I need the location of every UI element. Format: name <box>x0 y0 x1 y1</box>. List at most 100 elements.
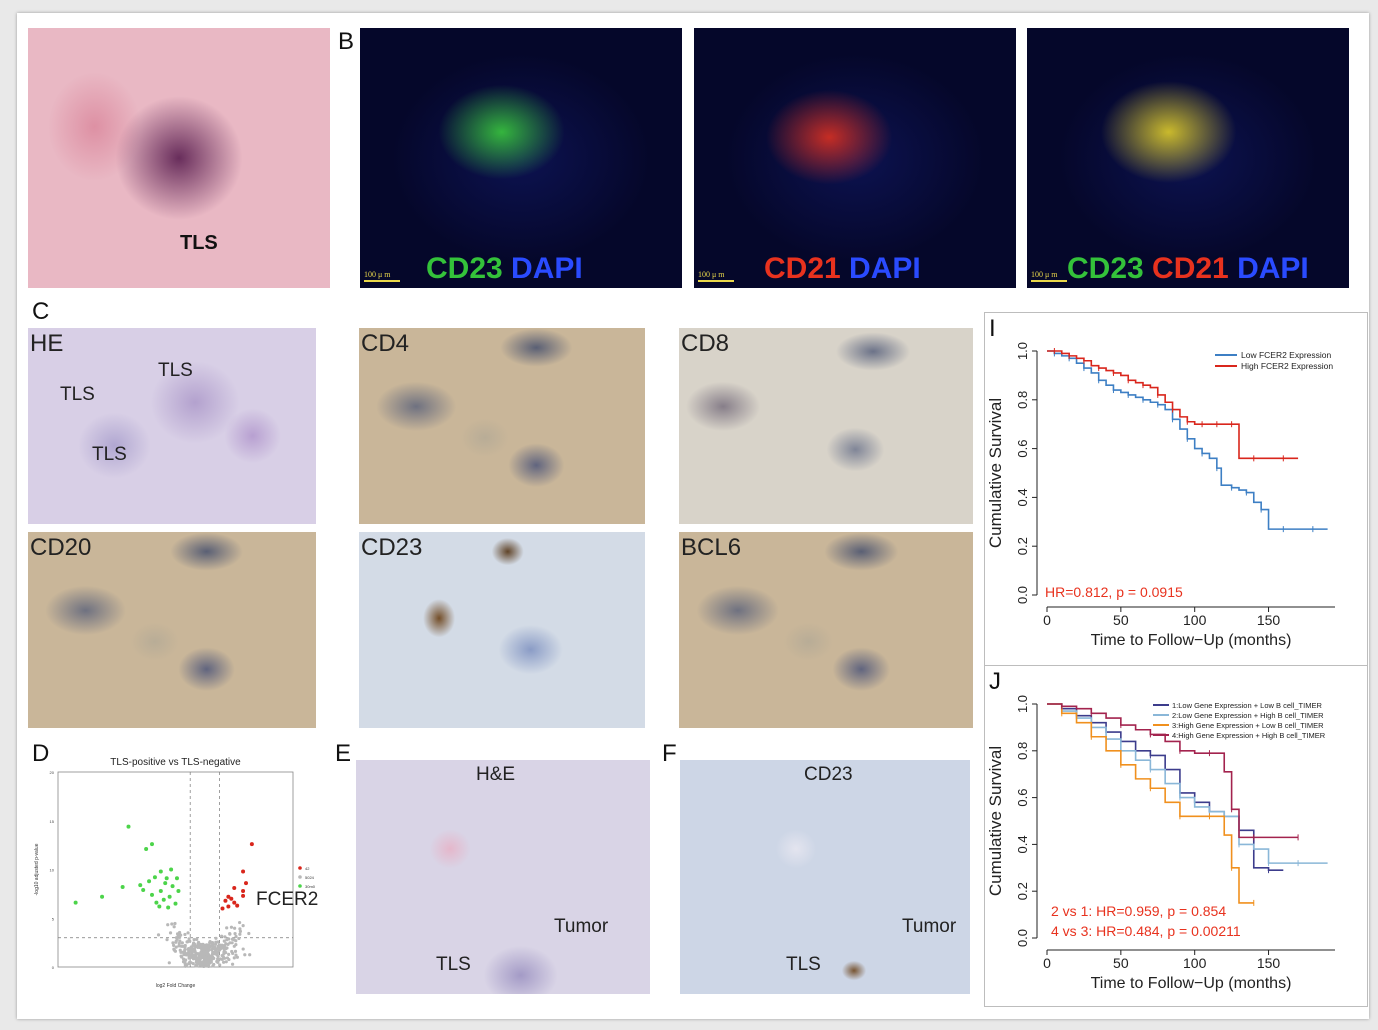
volcano-point-up <box>232 886 237 891</box>
panel-label-d: D <box>32 740 50 767</box>
panel-b-scale-bar-2: 100 μ m <box>698 270 734 282</box>
volcano-legend-label: 30m0 <box>305 884 316 889</box>
volcano-point-up <box>223 898 228 903</box>
volcano-point-ns <box>221 944 225 948</box>
caption-cd21: CD21 <box>1152 252 1238 285</box>
panel-label-i: I <box>989 315 996 342</box>
volcano-point-ns <box>231 951 235 955</box>
panel-i-frame: I 0 50 100 150 0.0 0.2 0.4 0.6 0.8 1.0 Time to Fol… <box>984 312 1368 666</box>
km-y-label: Cumulative Survival <box>986 746 1005 896</box>
volcano-point-ns <box>224 942 228 946</box>
volcano-point-ns <box>210 948 214 952</box>
volcano-point-ns <box>234 953 238 957</box>
volcano-point-ns <box>225 938 229 942</box>
panel-c-he-image: HE TLS TLS TLS <box>28 328 316 524</box>
volcano-point-ns <box>213 945 217 949</box>
volcano-point-ns <box>170 922 174 926</box>
volcano-point-ns <box>216 960 220 964</box>
volcano-point-ns <box>204 943 208 947</box>
panel-f-cd23-image: CD23 Tumor TLS <box>680 760 970 994</box>
panel-label-e: E <box>335 740 352 767</box>
volcano-point-ns <box>215 947 219 951</box>
volcano-point-ns <box>179 950 183 954</box>
panel-a-he-image: TLS <box>28 28 330 288</box>
volcano-point-down <box>73 900 78 905</box>
panel-e-tumor-label: Tumor <box>554 916 609 937</box>
volcano-point-ns <box>238 927 242 931</box>
volcano-point-ns <box>194 953 198 957</box>
volcano-point-up <box>226 904 231 909</box>
volcano-point-up <box>229 896 234 901</box>
panel-c-cd20-label: CD20 <box>30 534 92 561</box>
panel-c-tls-label-3: TLS <box>92 444 127 465</box>
km-y-label: Cumulative Survival <box>986 398 1005 548</box>
volcano-point-up <box>235 903 240 908</box>
panel-e-tls-label: TLS <box>436 954 471 975</box>
volcano-point-ns <box>172 948 176 952</box>
panel-label-f: F <box>662 740 677 767</box>
volcano-point-ns <box>177 941 181 946</box>
volcano-point-down <box>173 901 178 906</box>
km-y-tick-label: 0.2 <box>1015 882 1030 900</box>
volcano-point-ns <box>222 960 226 964</box>
volcano-y-tick: 10 <box>50 868 55 873</box>
km-legend-label: 1:Low Gene Expression + Low B cell_TIMER <box>1172 701 1322 710</box>
volcano-point-ns <box>230 937 235 941</box>
volcano-point-ns <box>204 964 208 968</box>
panel-c-cd23-label: CD23 <box>361 534 423 561</box>
panel-label-b: B <box>338 28 355 55</box>
volcano-point-ns <box>234 934 238 939</box>
volcano-point-ns <box>213 952 217 956</box>
volcano-point-ns <box>208 940 212 944</box>
volcano-point-up <box>241 869 246 874</box>
volcano-point-ns <box>207 944 212 948</box>
volcano-point-down <box>163 881 168 886</box>
volcano-y-tick: 5 <box>52 916 55 921</box>
volcano-point-ns <box>167 961 171 965</box>
volcano-point-down <box>169 867 174 872</box>
panel-b-scale-bar-3: 100 μ m <box>1031 270 1067 282</box>
panel-f-tls-label: TLS <box>786 954 821 975</box>
volcano-point-down <box>150 842 154 847</box>
volcano-point-down <box>170 884 175 889</box>
volcano-point-ns <box>222 939 226 943</box>
km-y-tick-label: 0.8 <box>1015 742 1030 760</box>
km-y-tick-label: 1.0 <box>1015 695 1030 713</box>
km-legend-label: 2:Low Gene Expression + High B cell_TIME… <box>1172 711 1324 720</box>
volcano-point-ns <box>218 957 222 961</box>
volcano-point-down <box>166 905 171 910</box>
panel-c-tls-label-2: TLS <box>60 384 95 405</box>
km-legend-label: Low FCER2 Expression <box>1241 350 1332 360</box>
volcano-point-up <box>226 894 231 899</box>
volcano-point-ns <box>241 924 245 928</box>
km-legend-label: 3:High Gene Expression + Low B cell_TIME… <box>1172 721 1324 730</box>
volcano-legend-marker <box>298 884 302 888</box>
volcano-point-ns <box>179 954 183 958</box>
volcano-point-ns <box>186 931 190 935</box>
volcano-x-label: log2 Fold Change <box>156 983 196 989</box>
volcano-point-up <box>249 842 254 847</box>
volcano-point-up <box>244 881 248 886</box>
volcano-point-ns <box>212 962 216 967</box>
volcano-point-ns <box>177 944 181 948</box>
volcano-point-ns <box>183 951 187 956</box>
volcano-point-ns <box>171 941 175 945</box>
volcano-point-ns <box>247 931 251 936</box>
volcano-point-ns <box>165 938 169 942</box>
volcano-legend-label: 5024 <box>305 875 315 880</box>
caption-cd21: CD21 <box>764 252 850 285</box>
volcano-point-ns <box>203 957 207 962</box>
panel-b-caption-2: CD21 DAPI <box>764 252 921 286</box>
volcano-annotation-fcer2: FCER2 <box>256 889 318 910</box>
volcano-point-ns <box>216 957 220 961</box>
volcano-point-ns <box>187 956 191 960</box>
volcano-y-tick: 15 <box>50 819 55 824</box>
volcano-point-down <box>120 885 125 890</box>
volcano-point-ns <box>201 942 205 946</box>
km-legend-label: High FCER2 Expression <box>1241 361 1333 371</box>
panel-f-tumor-label: Tumor <box>902 916 957 937</box>
volcano-point-ns <box>225 926 229 930</box>
volcano-point-down <box>126 824 131 829</box>
caption-dapi: DAPI <box>849 252 921 285</box>
volcano-point-down <box>176 888 181 893</box>
